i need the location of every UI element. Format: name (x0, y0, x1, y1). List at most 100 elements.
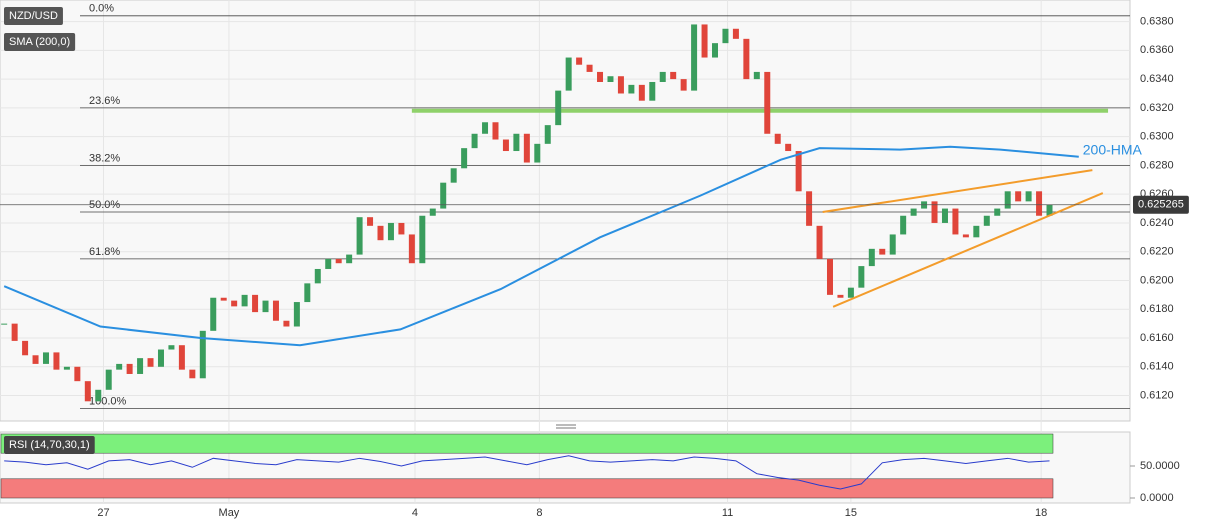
candle (1004, 191, 1011, 209)
candle (22, 340, 29, 356)
candle (283, 320, 290, 327)
candle (544, 125, 551, 144)
candle (659, 71, 666, 82)
rsi-line (4, 455, 1050, 490)
candle (973, 225, 980, 238)
candle (63, 366, 70, 370)
candle (262, 300, 269, 313)
candle (785, 143, 792, 152)
candle (1, 323, 8, 325)
candle (241, 294, 248, 307)
candle (272, 300, 279, 321)
candle (429, 208, 436, 216)
candle (879, 248, 886, 255)
candle (147, 358, 154, 367)
candle (84, 381, 91, 402)
candle (440, 182, 447, 209)
candle (137, 358, 144, 374)
candle (231, 300, 238, 307)
x-tick-label: May (219, 507, 240, 519)
candle (1015, 191, 1022, 202)
candle (335, 258, 342, 264)
x-tick-label: 15 (845, 507, 857, 519)
y-tick-label: 0.6320 (1140, 102, 1174, 114)
candle (994, 208, 1001, 216)
candle (367, 217, 374, 226)
y-tick-label: 0.6360 (1140, 44, 1174, 56)
candle (816, 225, 823, 259)
candle (116, 363, 123, 370)
candle (617, 76, 624, 94)
x-tick-label: 11 (722, 507, 733, 519)
candle (691, 24, 698, 91)
candle (826, 258, 833, 295)
rsi-tick-label: 0.0000 (1140, 492, 1174, 504)
candle (325, 258, 332, 269)
candle (952, 208, 959, 235)
last-price-label-box (1133, 195, 1189, 214)
candle (178, 345, 185, 370)
rsi-legend-box (4, 436, 95, 454)
candle (962, 234, 969, 238)
candle (356, 217, 363, 255)
candle (252, 294, 259, 313)
candle (941, 208, 948, 223)
candle (408, 234, 415, 264)
candle (471, 133, 478, 149)
y-tick-label: 0.6120 (1140, 389, 1174, 401)
candle (210, 297, 217, 331)
candle (95, 389, 102, 402)
candle (889, 234, 896, 255)
rsi-band (0, 478, 1054, 499)
candle (523, 133, 530, 163)
candle (837, 294, 844, 298)
candle (680, 79, 687, 91)
sma-legend-box (4, 33, 76, 51)
candle (105, 369, 112, 390)
candle (722, 28, 729, 44)
candle (732, 28, 739, 39)
candle (502, 139, 509, 152)
candle (712, 43, 719, 58)
candle (565, 57, 572, 91)
y-tick-label: 0.6240 (1140, 217, 1174, 229)
channel-line (832, 192, 1104, 308)
candle (931, 201, 938, 223)
y-tick-label: 0.6380 (1140, 15, 1174, 27)
y-tick-label: 0.6180 (1140, 303, 1174, 315)
candle (387, 222, 394, 241)
y-tick-label: 0.6160 (1140, 332, 1174, 344)
candle (649, 81, 656, 101)
candle (53, 352, 60, 370)
candle (983, 215, 990, 226)
y-tick-label: 0.6220 (1140, 246, 1174, 258)
candle (1025, 191, 1032, 202)
pair-label: NZD/USD (9, 10, 58, 22)
candle (168, 345, 175, 350)
candle (868, 248, 875, 267)
candle (753, 71, 760, 80)
candle (607, 76, 614, 82)
candle (701, 24, 708, 58)
sma-label: 200-HMA (1083, 141, 1143, 157)
candle (157, 349, 164, 367)
candle (220, 297, 227, 301)
sma-line (3, 145, 1079, 347)
candle (743, 38, 750, 80)
candle (774, 133, 781, 144)
candle (189, 369, 196, 379)
candle (847, 287, 854, 298)
rsi-tick-label: 50.0000 (1140, 460, 1180, 472)
candle (346, 254, 353, 264)
fib-label: 23.6% (89, 95, 120, 107)
candle (377, 225, 384, 241)
candle (1046, 204, 1053, 216)
main-pane (0, 0, 1131, 422)
x-tick-label: 8 (536, 507, 542, 519)
rsi-legend: RSI (14,70,30,1) (9, 439, 90, 451)
candle (513, 133, 520, 152)
candle (670, 71, 677, 80)
candle (492, 122, 499, 140)
candle (293, 302, 300, 327)
